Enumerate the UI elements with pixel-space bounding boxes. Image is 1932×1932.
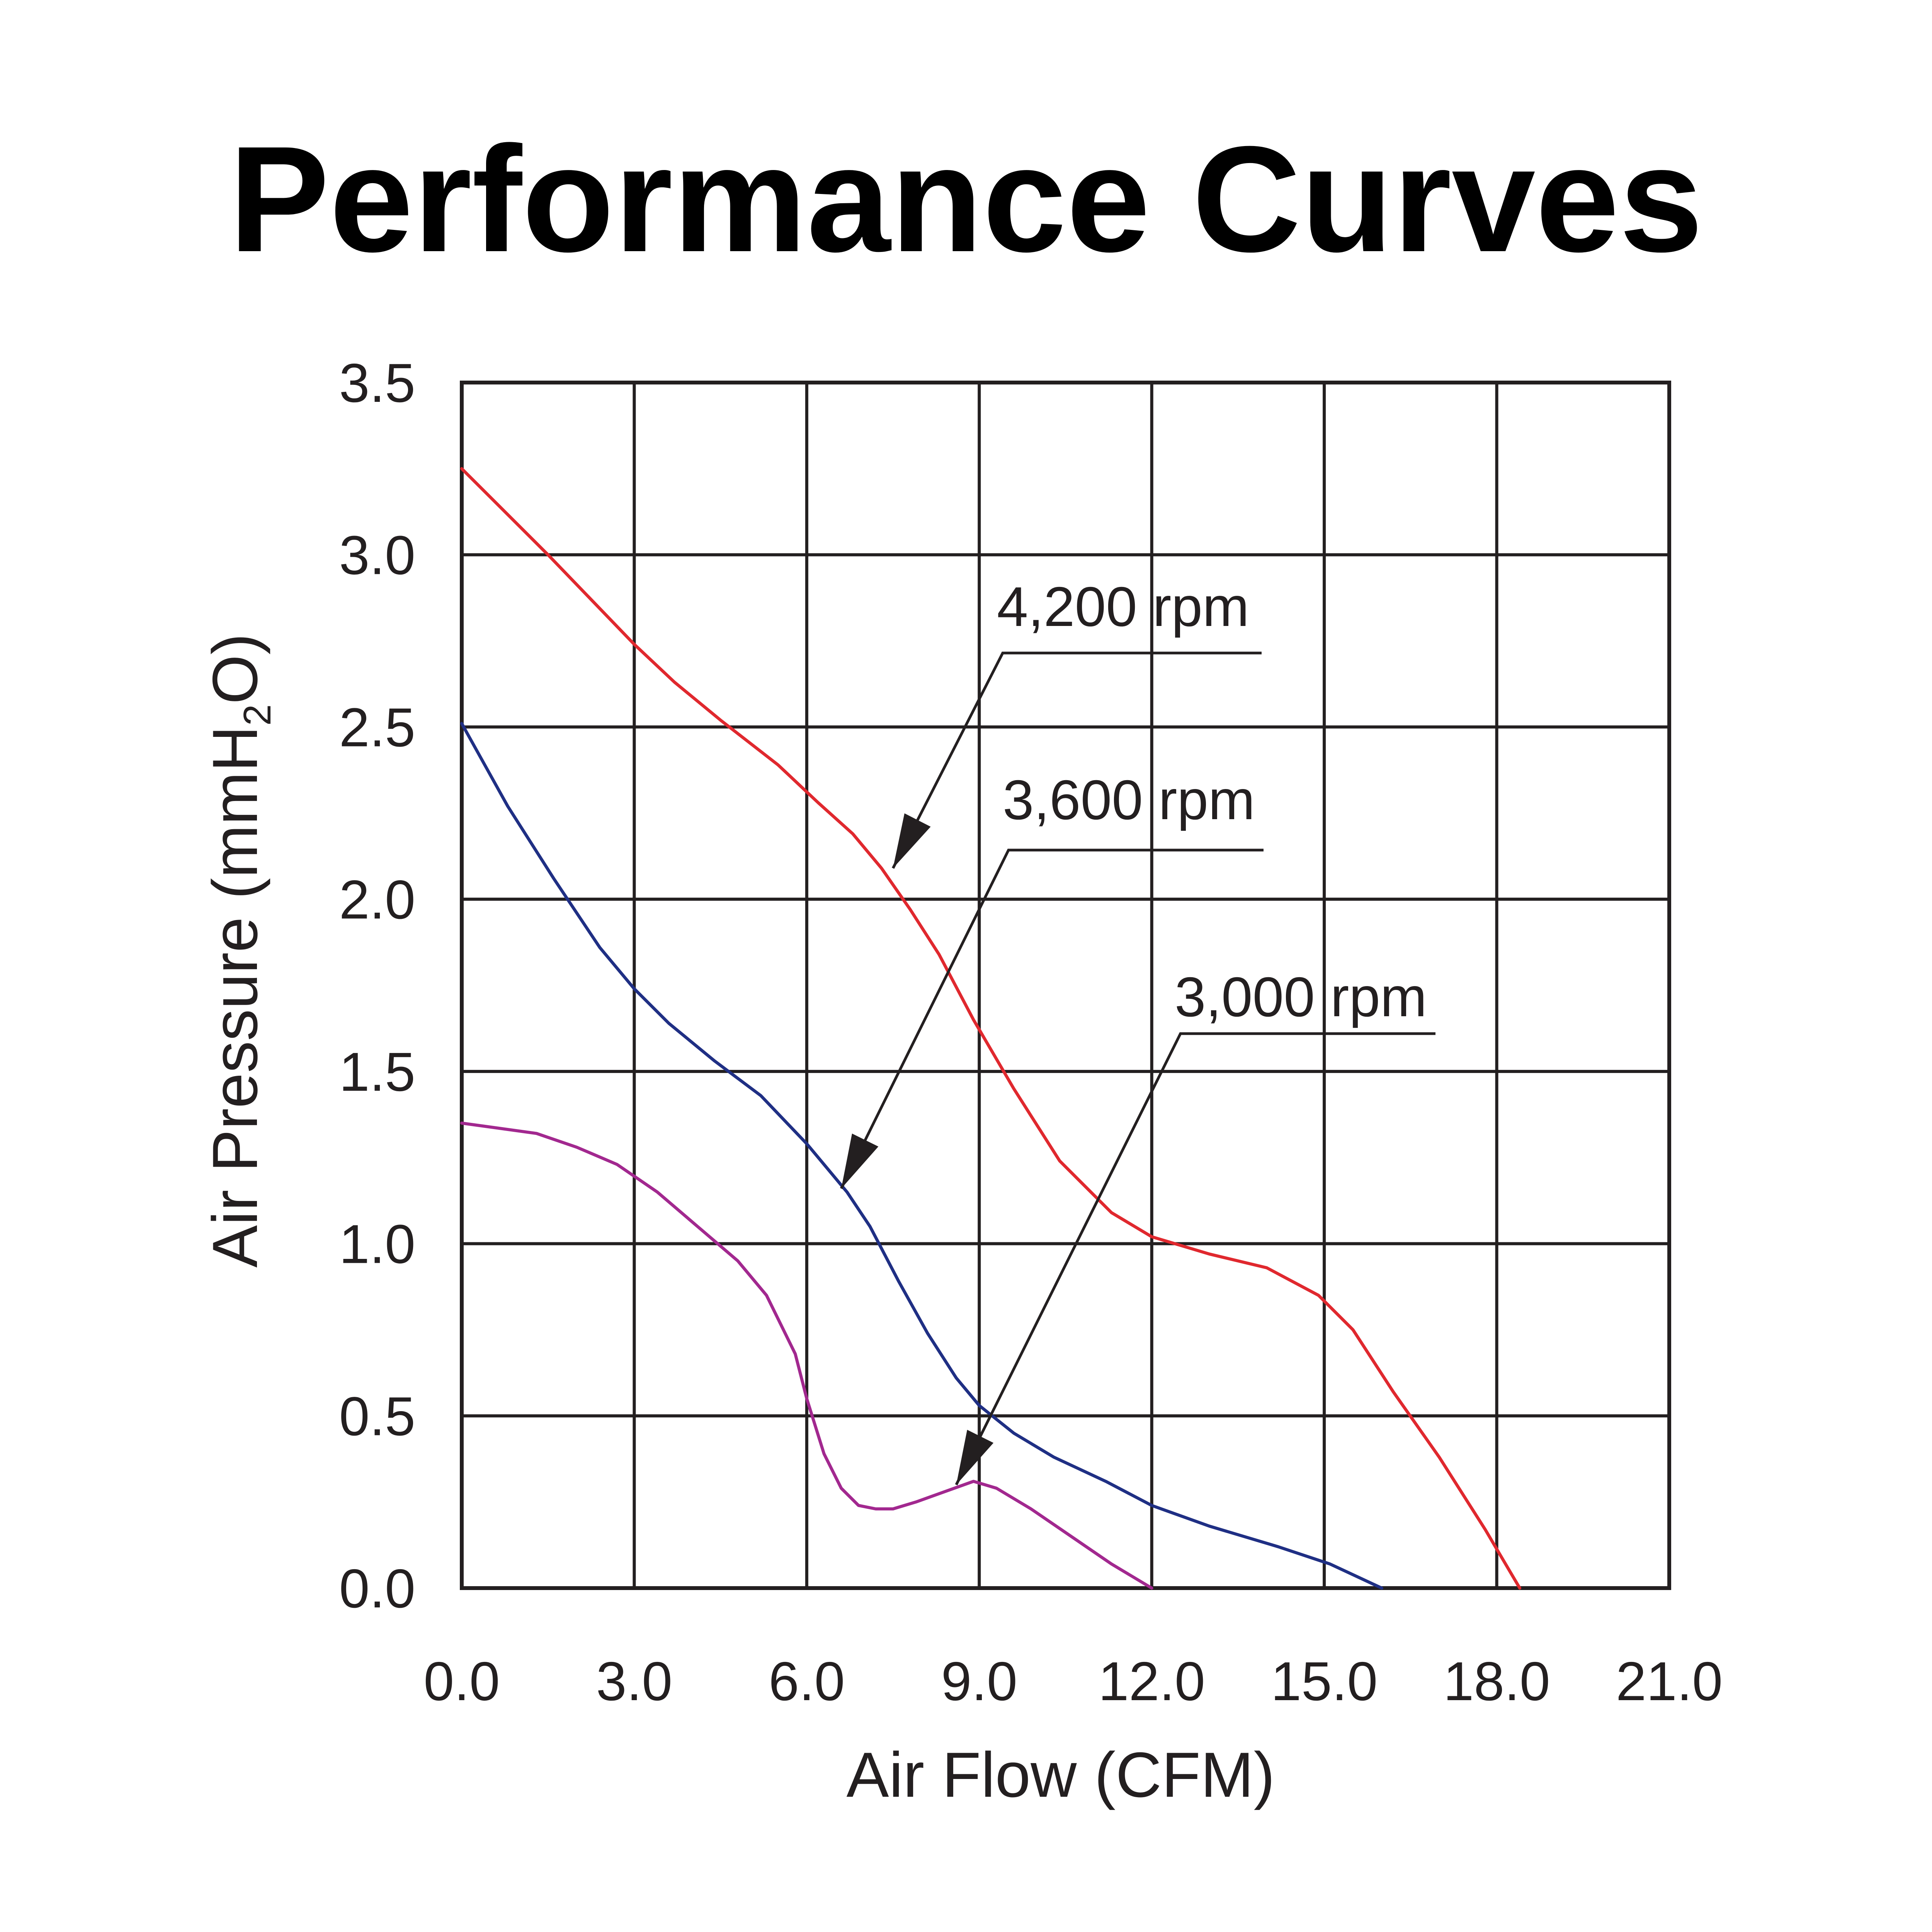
y-tick-label: 1.0	[339, 1214, 415, 1275]
x-tick-label: 9.0	[941, 1651, 1017, 1712]
y-tick-label: 2.5	[339, 697, 415, 758]
y-tick-label: 0.5	[339, 1386, 415, 1447]
y-tick-label: 3.0	[339, 525, 415, 586]
annotations: 4,200 rpm 3,600 rpm 3,000 rpm	[840, 575, 1435, 1486]
rpm-label-3600: 3,600 rpm	[1003, 769, 1255, 831]
y-axis-label: Air Pressure (mmH2O)	[199, 633, 279, 1268]
y-tick-label: 2.0	[339, 869, 415, 930]
leader-line-3000	[955, 1032, 1435, 1486]
x-axis-label: Air Flow (CFM)	[847, 1739, 1275, 1810]
y-tick-label: 1.5	[339, 1041, 415, 1103]
leader-line-4200	[891, 651, 1262, 869]
y-axis-label-end: O)	[199, 633, 270, 704]
x-tick-label: 12.0	[1099, 1651, 1205, 1712]
x-tick-label: 6.0	[769, 1651, 845, 1712]
rpm-label-4200: 4,200 rpm	[997, 575, 1249, 638]
curves	[460, 467, 1522, 1590]
y-tick-label: 3.5	[339, 352, 415, 414]
tick-labels: 0.0 3.0 6.0 9.0 12.0 15.0 18.0 21.0 0.0 0.5 1.0 1.5…	[339, 352, 1723, 1712]
y-tick-label: 0.0	[339, 1558, 415, 1619]
x-tick-label: 15.0	[1271, 1651, 1378, 1712]
arrowhead-3000	[956, 1430, 994, 1485]
series-line-3600-rpm	[460, 722, 1383, 1590]
rpm-label-3000: 3,000 rpm	[1175, 966, 1427, 1028]
plot-frame	[460, 381, 1671, 1590]
x-tick-label: 0.0	[423, 1651, 500, 1712]
arrowhead-4200	[893, 813, 931, 868]
x-tick-label: 3.0	[596, 1651, 672, 1712]
grid	[460, 381, 1671, 1590]
x-tick-label: 18.0	[1443, 1651, 1550, 1712]
y-axis-label-main: Air Pressure (mmH	[199, 726, 270, 1268]
series-line-3000-rpm	[460, 1121, 1153, 1590]
arrowhead-3600	[841, 1133, 879, 1189]
y-axis-label-subscript: 2	[236, 704, 279, 726]
chart-title: Performance Curves	[229, 115, 1703, 283]
series-line-4200-rpm	[460, 467, 1522, 1590]
leader-line-3600	[840, 849, 1264, 1189]
x-tick-label: 21.0	[1616, 1651, 1723, 1712]
